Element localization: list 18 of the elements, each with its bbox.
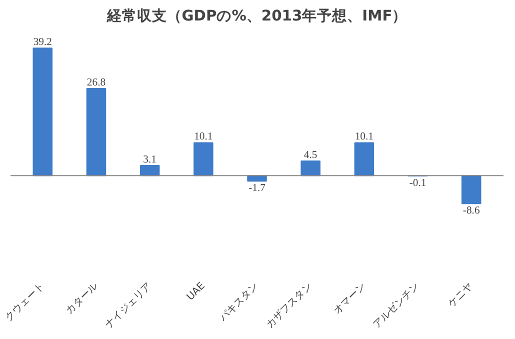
x-tick-label: カザフスタン xyxy=(264,280,314,331)
x-tick-label: カタール xyxy=(64,280,100,317)
x-tick-label: アルゼンチン xyxy=(371,280,422,331)
data-label: 4.5 xyxy=(304,150,318,161)
data-label: -8.6 xyxy=(462,206,480,217)
data-label: -1.7 xyxy=(248,183,266,194)
data-label: 39.2 xyxy=(33,37,52,48)
data-label: 26.8 xyxy=(86,77,106,88)
data-label: 10.1 xyxy=(194,132,213,143)
chart-title: 経常収支（GDPの%、2013年予想、IMF） xyxy=(106,8,408,24)
data-label: -0.1 xyxy=(409,178,426,190)
x-tick-label: ケニヤ xyxy=(446,280,476,310)
x-tick-label: ナイジェリア xyxy=(104,280,154,331)
data-label: 10.1 xyxy=(354,132,374,143)
x-tick-label: パキスタン xyxy=(217,280,261,324)
x-tick-label: オマーン xyxy=(332,280,368,317)
data-label: 3.1 xyxy=(143,154,156,166)
x-tick-label: クウェート xyxy=(3,280,47,324)
